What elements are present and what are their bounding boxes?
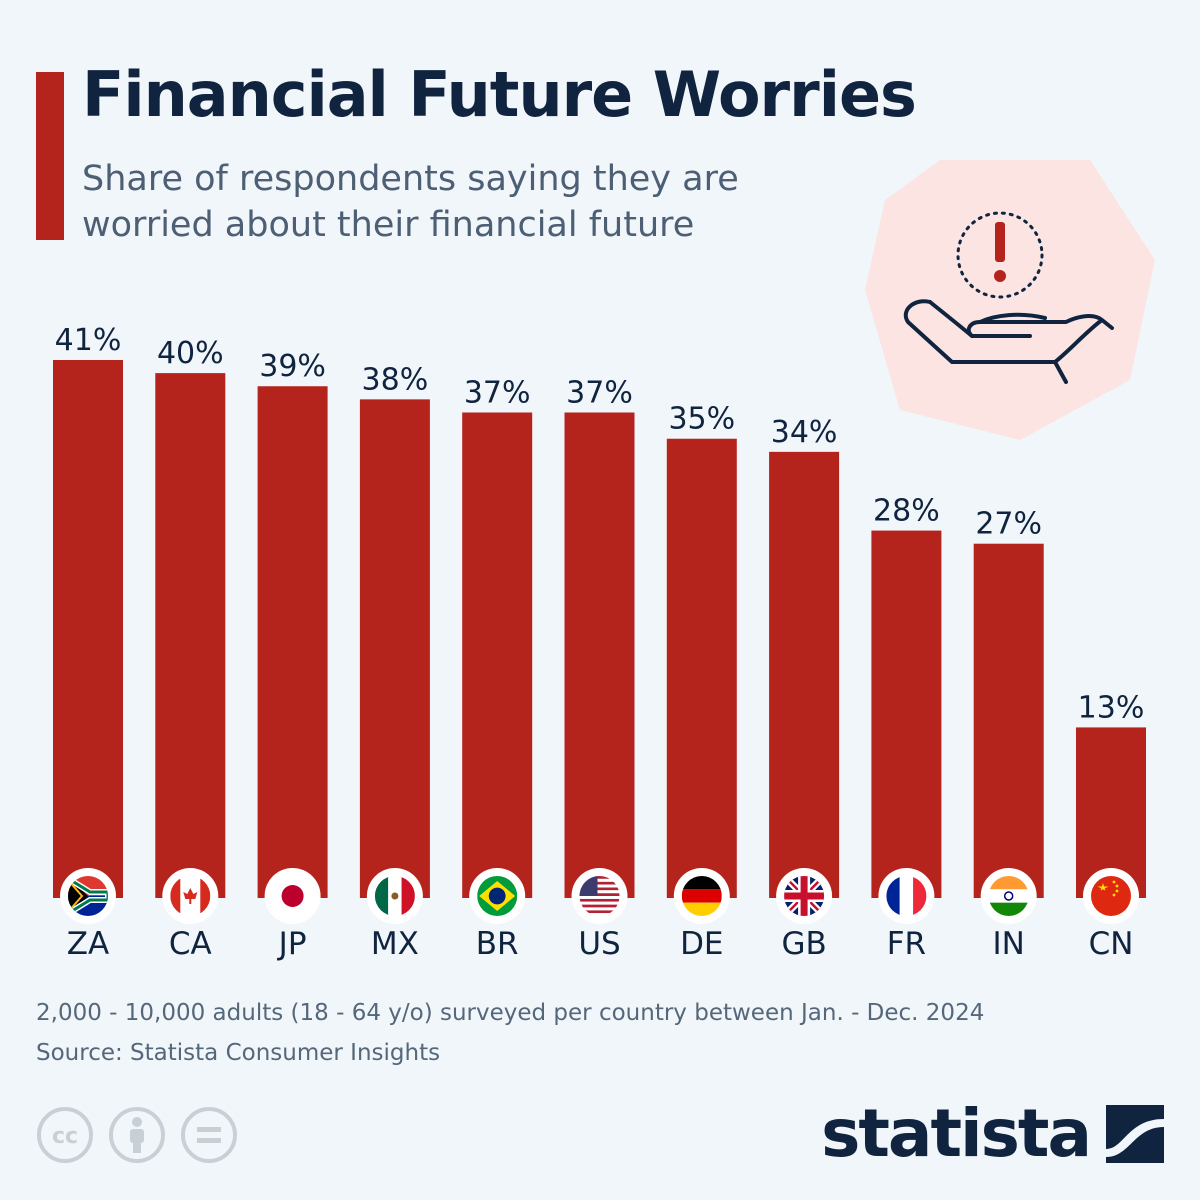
germany-flag-icon [673, 868, 730, 924]
category-label-gb: GB [781, 926, 826, 962]
no-derivatives-icon[interactable] [180, 1106, 238, 1164]
category-label-br: BR [476, 926, 519, 962]
statista-logo-icon [1106, 1105, 1164, 1163]
bar-de [666, 438, 737, 898]
survey-note: 2,000 - 10,000 adults (18 - 64 y/o) surv… [36, 1000, 985, 1026]
bar-us [564, 412, 635, 898]
value-label-de: 35% [668, 402, 735, 437]
value-label-ca: 40% [157, 336, 224, 371]
value-label-us: 37% [566, 375, 633, 410]
chart-title: Financial Future Worries [82, 58, 917, 131]
mexico-flag-icon [366, 868, 423, 924]
category-label-mx: MX [371, 926, 419, 962]
value-label-za: 41% [55, 323, 122, 358]
category-label-za: ZA [67, 926, 109, 962]
value-label-in: 27% [975, 507, 1042, 542]
creative-commons-icon[interactable]: cc [36, 1106, 94, 1164]
category-label-ca: CA [169, 926, 212, 962]
south-africa-flag-icon [60, 868, 116, 924]
license-icons: cc [36, 1106, 238, 1164]
usa-flag-icon [571, 868, 628, 924]
brazil-flag-icon [469, 868, 526, 924]
bar-ca [155, 373, 226, 898]
canada-flag-icon [162, 868, 219, 924]
category-label-in: IN [993, 926, 1025, 962]
value-label-cn: 13% [1078, 690, 1145, 725]
bar-jp [257, 386, 328, 898]
title-accent-bar [36, 72, 64, 240]
bar-in [973, 543, 1044, 898]
china-flag-icon [1083, 868, 1139, 924]
category-label-us: US [578, 926, 620, 962]
chart-subtitle: Share of respondents saying they are wor… [82, 159, 739, 245]
statista-logo[interactable]: statista [821, 1098, 1164, 1170]
bar-gb [769, 451, 840, 898]
bar-za [53, 360, 123, 898]
bar-fr [871, 530, 942, 898]
logo-text: statista [821, 1095, 1092, 1172]
india-flag-icon [980, 868, 1037, 924]
source-text: Source: Statista Consumer Insights [36, 1040, 441, 1066]
uk-flag-icon [776, 868, 833, 924]
bar-chart: 41% ZA 40% CA 39% JP 38% MX 37% BR 37% US 35% DE 34% GB… [53, 323, 1146, 962]
category-label-de: DE [680, 926, 723, 962]
value-label-br: 37% [464, 375, 531, 410]
japan-flag-icon [264, 868, 321, 924]
category-label-cn: CN [1089, 926, 1134, 962]
attribution-icon[interactable] [108, 1106, 166, 1164]
category-label-fr: FR [887, 926, 926, 962]
bar-mx [359, 399, 430, 898]
hand-with-exclamation-icon [865, 160, 1155, 440]
value-label-jp: 39% [259, 349, 326, 384]
svg-text:cc: cc [52, 1124, 78, 1149]
value-label-fr: 28% [873, 494, 940, 529]
value-label-gb: 34% [771, 415, 838, 450]
france-flag-icon [878, 868, 935, 924]
bar-br [462, 412, 533, 898]
value-label-mx: 38% [362, 362, 429, 397]
category-label-jp: JP [277, 926, 307, 962]
